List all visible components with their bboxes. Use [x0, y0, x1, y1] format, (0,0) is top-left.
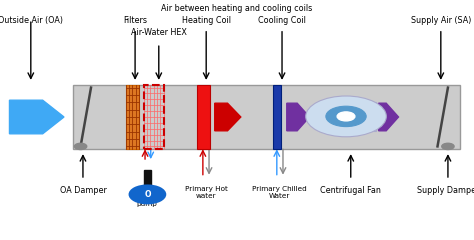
Text: Cooling Coil: Cooling Coil [258, 16, 306, 25]
Bar [144, 170, 151, 194]
FancyArrow shape [215, 103, 241, 131]
Bar [273, 85, 281, 149]
FancyArrow shape [287, 103, 310, 131]
Circle shape [306, 96, 386, 137]
Text: Air between heating and cooling coils: Air between heating and cooling coils [161, 4, 313, 12]
Bar [346, 102, 376, 131]
Circle shape [326, 106, 366, 127]
Text: O: O [144, 190, 151, 199]
Text: Heating Coil: Heating Coil [182, 16, 231, 25]
Bar [197, 85, 210, 149]
Circle shape [337, 112, 355, 121]
Circle shape [442, 143, 454, 150]
Text: OA Damper: OA Damper [60, 186, 106, 195]
Circle shape [74, 143, 87, 150]
Text: Air-Water HEX: Air-Water HEX [131, 28, 187, 36]
Bar [73, 85, 460, 149]
Text: Supply Damper: Supply Damper [417, 186, 474, 195]
Text: Supply Air (SA): Supply Air (SA) [410, 16, 471, 25]
Text: Filters: Filters [123, 16, 147, 25]
Circle shape [129, 185, 165, 204]
Bar [126, 85, 139, 149]
FancyArrow shape [379, 103, 399, 131]
Text: Primary Chilled
Water: Primary Chilled Water [252, 186, 307, 199]
Text: Primary Hot
water: Primary Hot water [185, 186, 228, 199]
Text: Outside Air (OA): Outside Air (OA) [0, 16, 64, 25]
Text: Centrifugal Fan: Centrifugal Fan [320, 186, 381, 195]
FancyArrow shape [9, 100, 64, 134]
Text: Heat
recovery
pump: Heat recovery pump [131, 186, 163, 207]
Bar [144, 85, 164, 149]
